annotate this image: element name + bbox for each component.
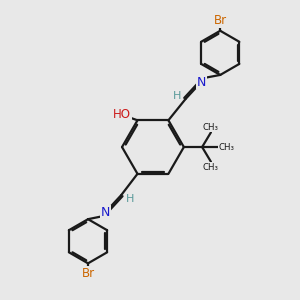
Text: H: H xyxy=(126,194,134,204)
Text: Br: Br xyxy=(82,267,94,280)
Text: N: N xyxy=(197,76,206,88)
Text: Br: Br xyxy=(214,14,227,27)
Text: CH₃: CH₃ xyxy=(218,142,234,152)
Text: HO: HO xyxy=(113,109,131,122)
Text: CH₃: CH₃ xyxy=(203,163,219,172)
Text: H: H xyxy=(172,91,181,100)
Text: N: N xyxy=(101,206,110,219)
Text: CH₃: CH₃ xyxy=(203,122,219,131)
